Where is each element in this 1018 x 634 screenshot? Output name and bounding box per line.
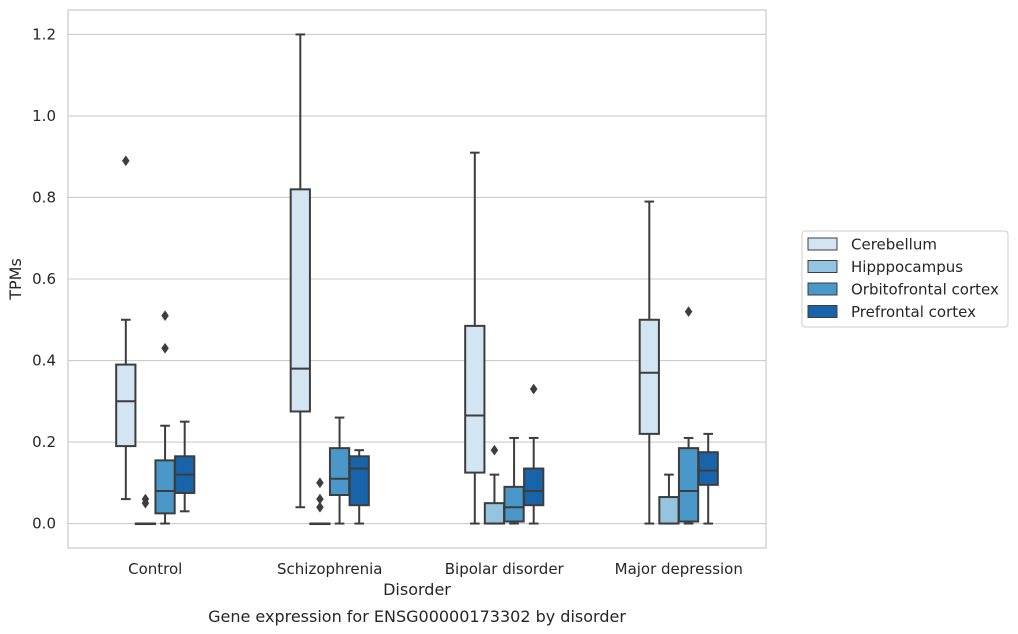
legend-label: Orbitofrontal cortex <box>851 281 999 299</box>
outlier-point <box>490 444 499 456</box>
box-group <box>115 155 137 501</box>
x-axis-label: Disorder <box>383 580 451 599</box>
legend-label: Prefrontal cortex <box>851 303 976 321</box>
box-group <box>174 420 196 513</box>
box-group <box>134 493 157 526</box>
box-iqr <box>348 455 370 507</box>
y-tick-label: 1.0 <box>32 107 56 125</box>
outlier-point <box>316 501 324 513</box>
legend-label: Cerebellum <box>851 236 937 254</box>
x-tick-label: Control <box>128 560 182 578</box>
y-tick-label: 1.2 <box>32 25 56 43</box>
box-iqr <box>697 451 719 486</box>
legend-swatch <box>807 260 838 273</box>
chart-caption: Gene expression for ENSG00000173302 by d… <box>208 607 626 626</box>
outlier-point <box>316 493 324 505</box>
box-iqr <box>115 363 137 448</box>
box-group <box>309 477 331 526</box>
box-iqr <box>483 502 506 525</box>
outlier-point <box>529 383 538 395</box>
box-iqr <box>658 496 680 525</box>
box-group <box>658 473 680 525</box>
legend-swatch <box>807 237 838 251</box>
box-group <box>464 151 486 525</box>
box-iqr <box>638 318 660 435</box>
box-iqr <box>464 324 486 474</box>
y-tick-label: 0.4 <box>32 352 56 370</box>
box-group <box>328 416 351 525</box>
legend-swatch <box>807 305 838 318</box>
legend-label: Hipppocampus <box>851 258 963 276</box>
box-group <box>483 444 506 525</box>
box-group <box>154 310 176 525</box>
x-tick-label: Schizophrenia <box>277 560 382 578</box>
box-group <box>289 33 311 509</box>
outlier-point <box>141 493 150 505</box>
y-tick-labels: 0.0 0.2 0.4 0.6 0.8 1.0 1.2 <box>32 25 56 532</box>
legend-swatch <box>807 282 838 296</box>
box-group <box>503 436 525 525</box>
box-iqr <box>677 447 700 523</box>
x-tick-label: Major depression <box>615 560 743 578</box>
x-tick-labels: Control Schizophrenia Bipolar disorder Majo… <box>128 560 743 578</box>
box-iqr <box>523 467 545 507</box>
y-tick-label: 0.0 <box>32 515 56 533</box>
x-tick-label: Bipolar disorder <box>445 560 565 578</box>
box-group <box>638 200 660 525</box>
box-group <box>677 306 700 525</box>
y-tick-label: 0.6 <box>32 270 56 288</box>
plot-frame <box>67 9 767 549</box>
outlier-point <box>161 342 169 354</box>
box-group <box>348 449 370 525</box>
legend: Cerebellum Hipppocampus Orbitofrontal cort… <box>801 230 1009 328</box>
box-iqr <box>289 188 311 413</box>
boxes-layer <box>115 33 719 526</box>
box-iqr <box>328 447 351 497</box>
y-tick-label: 0.8 <box>32 188 56 206</box>
box-group <box>523 383 545 525</box>
outlier-point <box>121 155 130 167</box>
box-group <box>697 432 719 525</box>
gridlines <box>68 33 766 525</box>
legend-frame <box>801 230 1009 328</box>
box-iqr <box>154 459 176 515</box>
outlier-point <box>316 477 324 489</box>
y-tick-label: 0.2 <box>32 433 56 451</box>
outlier-point <box>161 310 169 322</box>
box-iqr <box>503 485 525 523</box>
y-axis-label: TPMs <box>6 258 25 301</box>
outlier-point <box>684 306 693 318</box>
